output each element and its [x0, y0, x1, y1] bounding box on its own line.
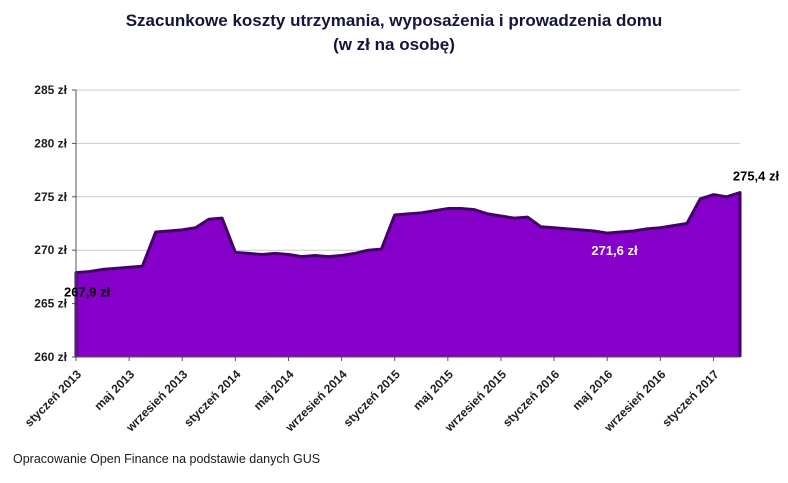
- y-tick-label: 275 zł: [34, 190, 67, 204]
- x-tick-label: styczeń 2014: [181, 367, 243, 429]
- x-tick-label: styczeń 2016: [500, 367, 562, 429]
- chart-title-line2: (w zł na osobę): [333, 35, 455, 54]
- data-label: 267,9 zł: [64, 285, 111, 300]
- x-tick-label: styczeń 2013: [22, 367, 84, 429]
- y-tick-label: 265 zł: [34, 297, 67, 311]
- data-label: 271,6 zł: [591, 243, 638, 258]
- x-tick-label: maj 2016: [570, 367, 616, 413]
- y-tick-label: 285 zł: [34, 83, 67, 97]
- y-tick-label: 270 zł: [34, 243, 67, 257]
- area-series-edge: [74, 191, 742, 357]
- x-tick-label: styczeń 2017: [659, 367, 721, 429]
- x-tick-label: maj 2014: [251, 367, 297, 413]
- area-series: [76, 192, 740, 357]
- data-label: 275,4 zł: [733, 169, 780, 184]
- source-note: Opracowanie Open Finance na podstawie da…: [13, 452, 321, 466]
- y-tick-label: 260 zł: [34, 350, 67, 364]
- chart-title-line1: Szacunkowe koszty utrzymania, wyposażeni…: [125, 11, 663, 30]
- y-tick-label: 280 zł: [34, 136, 67, 150]
- x-tick-label: maj 2013: [91, 367, 137, 413]
- x-tick-label: styczeń 2015: [341, 367, 403, 429]
- x-tick-label: maj 2015: [410, 367, 456, 413]
- chart-title: Szacunkowe koszty utrzymania, wyposażeni…: [0, 9, 788, 57]
